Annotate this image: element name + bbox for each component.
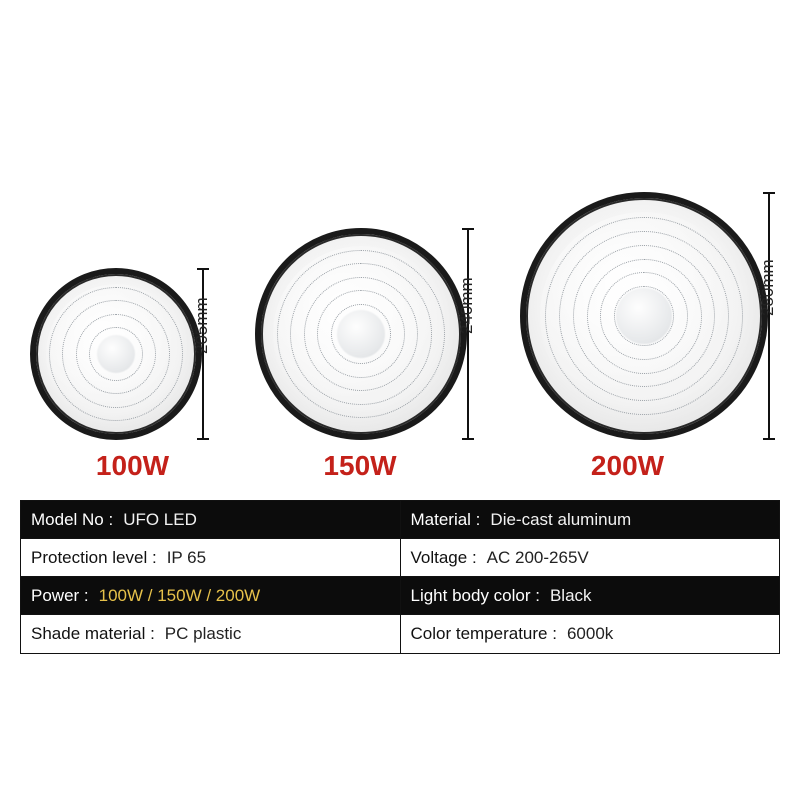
spec-cell: Voltage : AC 200-265V — [401, 539, 780, 577]
dimension-150w: 240mm — [467, 228, 469, 440]
spec-row-1: Protection level : IP 65 Voltage : AC 20… — [21, 539, 779, 577]
spec-row-2: Power : 100W / 150W / 200W Light body co… — [21, 577, 779, 615]
watt-100w: 100W — [30, 450, 235, 482]
spec-cell: Protection level : IP 65 — [21, 539, 401, 577]
spec-value: PC plastic — [165, 624, 242, 644]
spec-label: Material : — [411, 510, 481, 530]
product-100w: 205mm — [30, 268, 204, 440]
spec-label: Voltage : — [411, 548, 477, 568]
spec-cell: Light body color : Black — [401, 577, 780, 615]
spec-value: IP 65 — [167, 548, 206, 568]
spec-value: Die-cast aluminum — [490, 510, 631, 530]
spec-label: Light body color : — [411, 586, 540, 606]
spec-label: Power : — [31, 586, 89, 606]
watt-row: 100W 150W 200W — [30, 450, 770, 482]
watt-150w: 150W — [238, 450, 483, 482]
spec-label: Protection level : — [31, 548, 157, 568]
spec-table: Model No : UFO LED Material : Die-cast a… — [20, 500, 780, 654]
dimension-200w: 280mm — [768, 192, 770, 440]
spec-value: Black — [550, 586, 592, 606]
product-200w: 280mm — [520, 192, 770, 440]
spec-cell: Color temperature : 6000k — [401, 615, 780, 653]
spec-label: Color temperature : — [411, 624, 557, 644]
spec-value: AC 200-265V — [487, 548, 589, 568]
spec-value: 6000k — [567, 624, 613, 644]
spec-cell: Model No : UFO LED — [21, 501, 401, 539]
spec-cell: Power : 100W / 150W / 200W — [21, 577, 401, 615]
lamp-200w — [520, 192, 768, 440]
spec-cell: Shade material : PC plastic — [21, 615, 401, 653]
watt-200w: 200W — [485, 450, 770, 482]
spec-label: Model No : — [31, 510, 113, 530]
product-row: 205mm 240mm 280mm — [30, 120, 770, 440]
spec-cell: Material : Die-cast aluminum — [401, 501, 780, 539]
lamp-100w — [30, 268, 202, 440]
dim-label-100w: 205mm — [192, 297, 212, 354]
spec-value: 100W / 150W / 200W — [99, 586, 261, 606]
spec-label: Shade material : — [31, 624, 155, 644]
lamp-150w — [255, 228, 467, 440]
dim-label-150w: 240mm — [457, 277, 477, 334]
dim-label-200w: 280mm — [758, 259, 778, 316]
lamp-hub — [337, 310, 385, 358]
dimension-100w: 205mm — [202, 268, 204, 440]
product-150w: 240mm — [255, 228, 469, 440]
spec-value: UFO LED — [123, 510, 197, 530]
lamp-hub — [97, 335, 135, 373]
spec-row-3: Shade material : PC plastic Color temper… — [21, 615, 779, 653]
spec-row-0: Model No : UFO LED Material : Die-cast a… — [21, 501, 779, 539]
